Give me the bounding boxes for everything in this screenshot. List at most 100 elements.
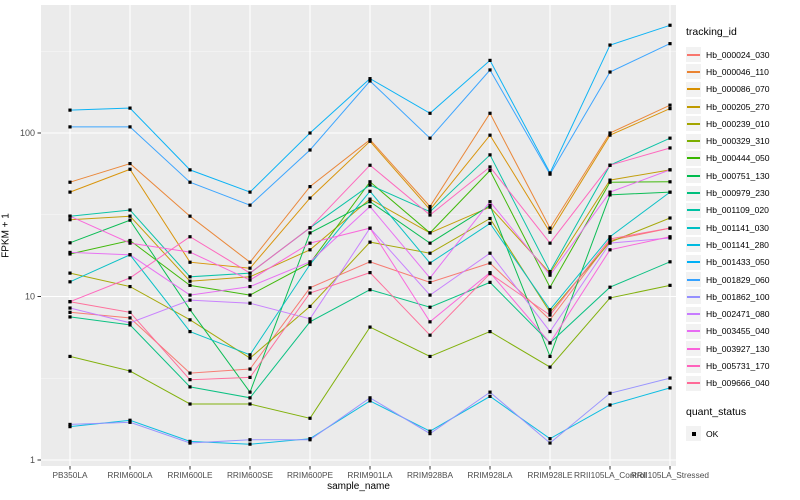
x-tick-label: RRIM600SE (227, 470, 274, 480)
data-point (428, 305, 432, 309)
legend-entry: Hb_000239_010 (686, 115, 798, 132)
data-point (368, 204, 372, 209)
data-point (308, 231, 312, 235)
data-point (128, 218, 132, 222)
legend-entry: Hb_003455_040 (686, 323, 798, 340)
legend-key (686, 254, 701, 270)
data-point (128, 238, 132, 243)
y-tick-label: 10 (25, 292, 35, 302)
data-point (488, 111, 492, 115)
data-point (188, 439, 192, 443)
data-point (608, 193, 612, 197)
data-point (608, 296, 612, 300)
legend-entry: Hb_000444_050 (686, 150, 798, 167)
data-point (248, 390, 252, 394)
data-point (308, 241, 312, 245)
data-point (608, 391, 612, 395)
legend-line-swatch-icon (687, 382, 700, 385)
data-point (368, 163, 372, 167)
data-point (248, 278, 252, 282)
data-point (668, 216, 672, 220)
legend-entry-label: Hb_001862_100 (706, 291, 770, 302)
data-point (548, 172, 552, 176)
data-point (548, 308, 552, 312)
data-point (608, 190, 612, 194)
legend-line-swatch-icon (687, 70, 700, 73)
data-point (248, 356, 252, 360)
legend-entry-label: Hb_000086_070 (706, 84, 770, 95)
legend-entry: Hb_001862_100 (686, 288, 798, 305)
data-point (548, 226, 552, 230)
data-point (428, 231, 432, 235)
data-point (188, 283, 192, 287)
legend-line-swatch-icon (687, 243, 700, 246)
data-point (68, 190, 72, 194)
data-point (668, 386, 672, 390)
data-point (428, 136, 432, 140)
legend-entry-label: Hb_000046_110 (706, 66, 769, 77)
data-point (188, 260, 192, 264)
data-point (128, 316, 132, 320)
data-point (188, 180, 192, 184)
data-point (248, 293, 252, 297)
legend-entry: Hb_000046_110 (686, 63, 798, 80)
x-tick-label: RRIM928BA (407, 470, 454, 480)
data-point (248, 442, 252, 446)
data-point (68, 180, 72, 184)
data-point (608, 70, 612, 74)
data-point (668, 235, 672, 239)
quant-status-title: quant_status (686, 405, 747, 418)
data-point (428, 354, 432, 359)
legend-entry-label: Hb_001433_050 (706, 257, 770, 268)
data-point (488, 280, 492, 284)
data-point (308, 248, 312, 252)
legend-line-swatch-icon (687, 105, 700, 108)
data-point (488, 133, 492, 137)
data-point (548, 313, 552, 317)
data-point (68, 422, 72, 427)
legend-entry-label: Hb_000444_050 (706, 153, 770, 164)
legend-line-swatch-icon (687, 313, 700, 316)
legend-line-swatch-icon (687, 53, 700, 56)
data-point (488, 58, 492, 62)
data-point (368, 288, 372, 292)
data-point (248, 190, 252, 194)
data-point (128, 369, 132, 373)
data-point (188, 293, 192, 297)
legend-entry: Hb_000205_270 (686, 98, 798, 115)
data-point (248, 266, 252, 270)
data-point (608, 285, 612, 289)
legend-entry: Hb_009666_040 (686, 375, 798, 392)
data-point (68, 280, 72, 284)
legend-key (686, 185, 701, 201)
data-point (248, 438, 252, 442)
legend-key (686, 375, 701, 391)
data-point (548, 341, 552, 345)
data-point (128, 310, 132, 314)
data-point (428, 210, 432, 214)
data-point (488, 261, 492, 265)
data-point (368, 226, 372, 230)
data-point (368, 240, 372, 244)
data-point (668, 260, 672, 264)
data-point (548, 273, 552, 277)
data-point (668, 168, 672, 172)
data-point (68, 241, 72, 245)
y-axis-title: FPKM + 1 (0, 213, 12, 258)
legend: tracking_id Hb_000024_030 Hb_000046_110 Hb… (686, 26, 798, 442)
data-point (248, 396, 252, 400)
legend-entry: Hb_001141_030 (686, 219, 798, 236)
data-point (368, 325, 372, 329)
data-point (668, 190, 672, 194)
legend-entry-label: Hb_000205_270 (706, 101, 770, 112)
data-point (128, 214, 132, 218)
data-point (548, 310, 552, 314)
plot-panel (41, 5, 676, 466)
legend-line-swatch-icon (687, 140, 700, 143)
data-point (608, 241, 612, 245)
data-point (128, 241, 132, 245)
data-point (608, 178, 612, 182)
data-point (548, 441, 552, 445)
legend-key (686, 150, 701, 166)
